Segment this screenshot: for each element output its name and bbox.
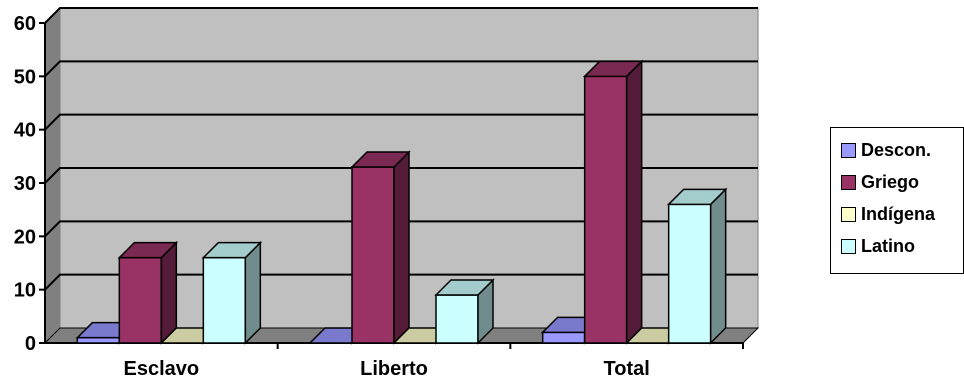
legend-item: Descon. — [841, 134, 963, 166]
y-tick-label: 30 — [14, 173, 36, 195]
y-tick-label: 60 — [14, 13, 36, 35]
bar — [666, 187, 728, 345]
y-tick-label: 50 — [14, 66, 36, 88]
legend-swatch — [841, 174, 856, 190]
legend-item: Latino — [841, 230, 963, 262]
bar-front — [202, 256, 247, 344]
bar-front — [351, 166, 395, 344]
x-category-label: Total — [604, 358, 650, 380]
bar-side — [625, 59, 643, 345]
bar-top — [117, 241, 179, 259]
legend-label: Descon. — [861, 139, 932, 160]
y-tick-label: 40 — [14, 120, 36, 142]
bar-front — [435, 294, 479, 344]
bar-top — [201, 241, 263, 259]
legend: Descon. Griego Indígena Latino — [830, 127, 964, 274]
bar-top — [582, 60, 644, 78]
legend-label: Indígena — [861, 203, 936, 224]
bar-front — [541, 331, 586, 344]
bar-side — [709, 187, 727, 345]
bar-side — [160, 240, 178, 345]
y-tick-label: 10 — [14, 280, 36, 302]
bar — [350, 150, 411, 345]
legend-label: Latino — [861, 235, 915, 256]
bar — [434, 278, 495, 345]
legend-item: Griego — [841, 166, 963, 198]
chart-svg: 0 10 20 30 40 50 60 Esclavo Liberto Total — [14, 6, 760, 380]
bar-top — [666, 188, 728, 206]
bar — [117, 240, 179, 345]
x-category-label: Esclavo — [124, 358, 200, 380]
bar-front — [583, 75, 628, 344]
gridline — [44, 273, 758, 291]
gridline — [44, 60, 758, 78]
gridline — [44, 7, 758, 24]
legend-swatch — [841, 142, 856, 158]
bar — [201, 240, 263, 345]
y-tick-label: 20 — [14, 226, 36, 248]
gridline — [44, 220, 758, 238]
bar-front — [76, 336, 121, 344]
gridline — [44, 167, 758, 184]
bar-top — [434, 279, 495, 296]
bar-front — [118, 256, 163, 344]
legend-swatch — [841, 206, 856, 222]
bar-top — [350, 151, 411, 168]
bar-front — [667, 203, 712, 344]
legend-swatch — [841, 238, 856, 254]
x-category-label: Liberto — [360, 358, 428, 380]
legend-item: Indígena — [841, 198, 963, 230]
bar-side — [244, 240, 262, 345]
bar — [582, 59, 644, 345]
bar-side — [393, 150, 410, 345]
gridline — [44, 113, 758, 131]
y-tick-label: 0 — [25, 333, 36, 355]
legend-label: Griego — [861, 171, 920, 192]
